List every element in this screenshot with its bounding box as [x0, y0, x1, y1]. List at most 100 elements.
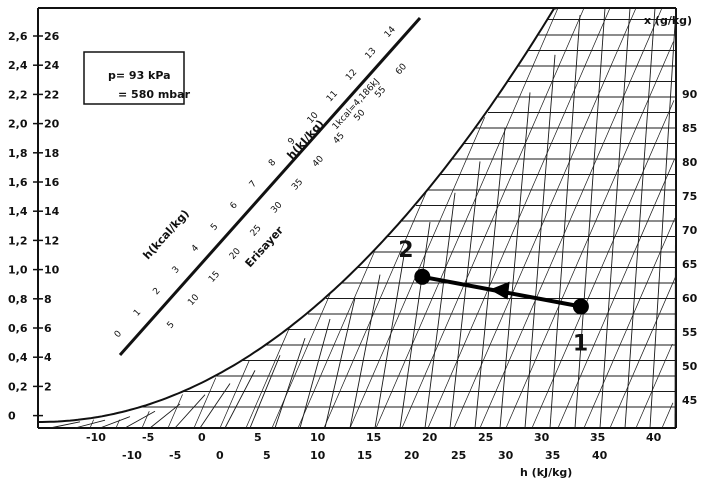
left-axis-label: 2,4 — [8, 59, 28, 72]
left-axis-inner-label: 20 — [44, 118, 60, 131]
enthalpy-line — [323, 192, 427, 429]
enthalpy-line — [479, 7, 663, 429]
point-2-label: 2 — [398, 238, 413, 263]
diagonal-scale-tick: 13 — [364, 46, 379, 61]
right-axis-label: 75 — [682, 190, 697, 203]
diagonal-kj-tick: 10 — [186, 292, 201, 307]
temperature-line — [174, 394, 206, 429]
x-axis-title: h (kJ/kg) — [520, 466, 572, 479]
enthalpy-line — [193, 377, 217, 429]
diagonal-scale-tick: 14 — [383, 25, 398, 40]
pressure-box: p= 93 kPa = 580 mbar — [83, 51, 191, 105]
left-axis-labels: 2,6 2,4 2,2 2,0 1,8 1,6 1,4 1,2 1,0 0,8 0,6 0,4 0,2 0… — [8, 30, 60, 423]
left-axis-label: 2,0 — [8, 118, 28, 131]
temperature-label: 30 — [534, 431, 550, 444]
enthalpy-label: 10 — [310, 449, 326, 462]
diagonal-kj-tick: 5 — [166, 320, 177, 331]
temperature-line — [224, 370, 256, 429]
left-axis-inner-label: 14 — [44, 205, 60, 218]
left-axis-label: 2,2 — [8, 88, 28, 101]
temperature-label: 40 — [646, 431, 662, 444]
enthalpy-line — [453, 7, 637, 429]
left-axis-inner-label: 6 — [44, 322, 52, 335]
right-axis-title: x (g/kg) — [644, 14, 692, 27]
diagonal-scale-tick: 8 — [267, 157, 278, 168]
temperature-label: 15 — [366, 431, 381, 444]
enthalpy-line — [427, 7, 611, 429]
diagonal-scale-tick: 3 — [171, 265, 182, 276]
diagonal-scale-tick: 1 — [132, 308, 143, 319]
diagonal-scale-tick: 12 — [344, 68, 359, 83]
saturation-curve — [38, 7, 559, 423]
diagonal-scale-tick: 7 — [248, 179, 259, 190]
enthalpy-line — [219, 360, 250, 429]
saturation-line — [38, 7, 559, 423]
point-1-label: 1 — [573, 332, 588, 357]
right-axis-label: 50 — [682, 360, 698, 373]
enthalpy-line — [609, 276, 676, 429]
left-axis-label: 1,4 — [8, 205, 28, 218]
left-axis-label: 1,0 — [8, 264, 28, 277]
process-arrow — [489, 281, 510, 300]
diagonal-scale-tick: 0 — [113, 329, 124, 340]
temperature-line — [549, 15, 581, 429]
right-axis-label: 65 — [682, 258, 697, 271]
enthalpy-label: 20 — [404, 449, 420, 462]
temperature-line — [299, 318, 331, 429]
temperature-label: 35 — [590, 431, 605, 444]
temperature-label: 10 — [310, 431, 326, 444]
enthalpy-label: 35 — [545, 449, 560, 462]
process-line: 12 — [398, 238, 589, 357]
temperature-line — [524, 54, 556, 429]
left-axis-label: 0,6 — [8, 322, 28, 335]
enthalpy-label: 15 — [357, 449, 372, 462]
left-axis-inner-label: 16 — [44, 176, 60, 189]
temperature-line — [574, 7, 606, 429]
right-axis-label: 80 — [682, 156, 698, 169]
right-axis-label: 45 — [682, 394, 697, 407]
temperature-label: 0 — [198, 431, 206, 444]
left-axis-label: 0,8 — [8, 293, 28, 306]
left-axis-inner-label: 26 — [44, 30, 60, 43]
enthalpy-line — [583, 217, 676, 429]
right-axis-label: 90 — [682, 88, 698, 101]
temperature-line — [474, 127, 506, 429]
temperature-line — [399, 222, 431, 429]
temperature-label: 5 — [254, 431, 262, 444]
temperature-label: 25 — [478, 431, 493, 444]
right-axis-label: 85 — [682, 122, 697, 135]
diagonal-kj-tick: 40 — [311, 154, 326, 169]
bottom-axis-labels: -10 -5 0 5 10 15 20 25 30 35 40-10 -5 0 5 10 15 20 25 30 35… — [86, 431, 662, 462]
diagonal-kj-tick: 20 — [228, 246, 243, 261]
left-axis-label: 2,6 — [8, 30, 28, 43]
enthalpy-line — [89, 419, 94, 429]
temperature-line — [74, 419, 106, 429]
temperature-line — [149, 403, 181, 429]
temperature-line — [274, 337, 306, 429]
enthalpy-line — [505, 41, 674, 429]
diagonal-kcal-label: h(kcal/kg) — [141, 207, 192, 262]
enthalpy-line — [115, 419, 120, 429]
enthalpy-line — [297, 251, 375, 429]
temperature-line — [199, 383, 231, 429]
temperature-line — [599, 7, 631, 429]
diagonal-scale-tick: 4 — [190, 243, 201, 254]
temperature-line — [49, 421, 81, 429]
enthalpy-label: -10 — [122, 449, 142, 462]
left-axis-label: 1,6 — [8, 176, 28, 189]
temperature-line — [324, 297, 356, 429]
left-axis-label: 1,8 — [8, 147, 28, 160]
diagonal-kj-tick: 30 — [269, 200, 284, 215]
diagonal-scale-tick: 9 — [286, 136, 297, 147]
pressure-line-2: = 580 mbar — [118, 88, 191, 101]
diagonal-kj-tick: 15 — [207, 270, 222, 285]
enthalpy-label: 25 — [451, 449, 466, 462]
enthalpy-line — [245, 327, 291, 429]
enthalpy-line — [141, 411, 150, 429]
diagonal-kj-tick: 35 — [290, 177, 305, 192]
diagonal-scale-bar — [118, 17, 422, 356]
left-axis-inner-label: 22 — [44, 88, 59, 101]
temperature-line — [424, 192, 456, 429]
temperature-label: -10 — [86, 431, 106, 444]
enthalpy-label: 0 — [216, 449, 224, 462]
